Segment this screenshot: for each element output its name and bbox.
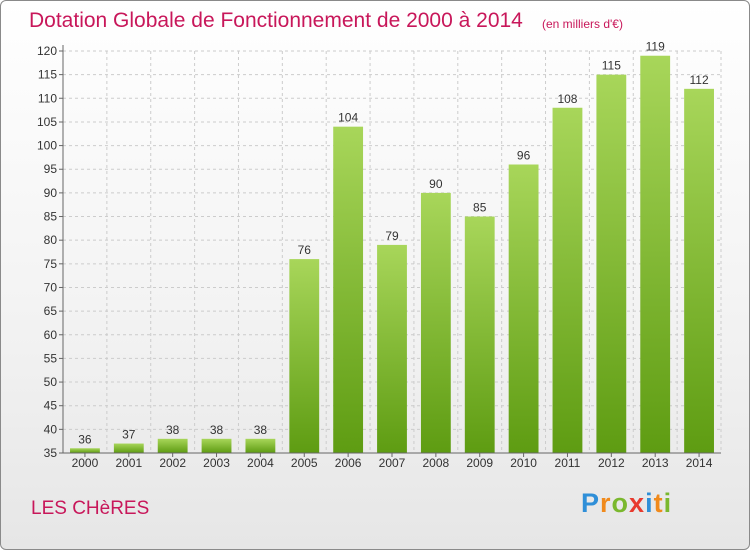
x-tick-label: 2014 — [686, 456, 713, 470]
bar — [596, 74, 627, 453]
bar — [113, 443, 144, 453]
bar — [464, 216, 495, 453]
bar — [508, 164, 539, 453]
axis-layer: 35 40 45 50 55 60 65 70 75 80 85 90 95 100 105 110 115 12… — [37, 44, 721, 470]
y-tick-label: 100 — [37, 139, 57, 153]
commune-name: LES CHèRES — [31, 498, 150, 519]
bar — [70, 448, 100, 453]
logo-letter: r — [600, 488, 612, 518]
y-tick-label: 115 — [38, 68, 57, 82]
y-tick-label: 75 — [44, 257, 58, 271]
bar-value-label: 38 — [210, 423, 224, 437]
bar-value-label: 79 — [385, 229, 399, 243]
chart-title: Dotation Globale de Fonctionnement de 20… — [29, 9, 523, 32]
bar-value-label: 108 — [557, 92, 577, 106]
bar-value-label: 112 — [689, 73, 708, 87]
bar — [420, 192, 451, 453]
x-tick-label: 2008 — [423, 456, 450, 470]
y-tick-label: 105 — [37, 115, 57, 129]
logo-letter: x — [629, 488, 646, 518]
x-tick-label: 2007 — [379, 456, 406, 470]
bar — [289, 259, 320, 453]
y-tick-label: 110 — [38, 91, 57, 105]
bar — [157, 438, 188, 453]
y-tick-label: 85 — [44, 210, 58, 224]
proxiti-logo: Proxiti — [581, 488, 672, 519]
bar-value-label: 96 — [517, 149, 531, 163]
bar-value-label: 37 — [122, 428, 136, 442]
x-tick-label: 2000 — [72, 456, 99, 470]
bar-value-label: 38 — [254, 423, 268, 437]
logo-letter: P — [581, 488, 601, 518]
y-tick-label: 70 — [44, 280, 58, 294]
x-tick-label: 2012 — [598, 456, 625, 470]
y-tick-label: 55 — [44, 351, 58, 365]
logo-letter: i — [645, 488, 654, 518]
y-tick-label: 80 — [44, 233, 58, 247]
y-tick-label: 50 — [44, 375, 58, 389]
bar — [201, 438, 232, 453]
bar — [245, 438, 276, 453]
bar — [640, 55, 671, 454]
x-tick-label: 2006 — [335, 456, 362, 470]
y-tick-label: 35 — [44, 446, 58, 460]
x-tick-label: 2005 — [291, 456, 318, 470]
bar-value-label: 119 — [646, 40, 665, 54]
bar — [684, 88, 714, 453]
x-tick-label: 2002 — [159, 456, 186, 470]
x-tick-label: 2001 — [115, 456, 142, 470]
logo-letter: i — [663, 488, 673, 518]
chart-subtitle: (en milliers d'€) — [542, 17, 623, 31]
y-tick-label: 60 — [44, 328, 58, 342]
x-tick-label: 2011 — [555, 456, 581, 470]
bar-value-label: 85 — [473, 201, 487, 215]
bars-layer: 36 37 38 38 38 76 104 79 90 85 96 108 115 119 112 — [70, 40, 714, 454]
logo-letter: t — [653, 488, 664, 518]
x-tick-label: 2003 — [203, 456, 230, 470]
bar-value-label: 76 — [298, 243, 312, 257]
x-tick-label: 2010 — [510, 456, 537, 470]
bar — [333, 126, 364, 453]
bar-value-label: 38 — [166, 423, 180, 437]
y-tick-label: 45 — [44, 399, 58, 413]
bar-value-label: 104 — [338, 111, 358, 125]
y-tick-label: 90 — [44, 186, 58, 200]
x-tick-label: 2013 — [642, 456, 669, 470]
bar-value-label: 115 — [602, 59, 621, 73]
y-tick-label: 65 — [44, 304, 58, 318]
y-tick-label: 120 — [37, 44, 57, 58]
bar-value-label: 36 — [78, 432, 92, 446]
bar — [552, 107, 583, 454]
bar-value-label: 90 — [429, 177, 443, 191]
x-tick-label: 2004 — [247, 456, 274, 470]
logo-letter: o — [611, 488, 630, 518]
x-tick-label: 2009 — [466, 456, 493, 470]
y-tick-label: 40 — [44, 422, 58, 436]
bar — [377, 244, 407, 453]
y-tick-label: 95 — [44, 162, 58, 176]
